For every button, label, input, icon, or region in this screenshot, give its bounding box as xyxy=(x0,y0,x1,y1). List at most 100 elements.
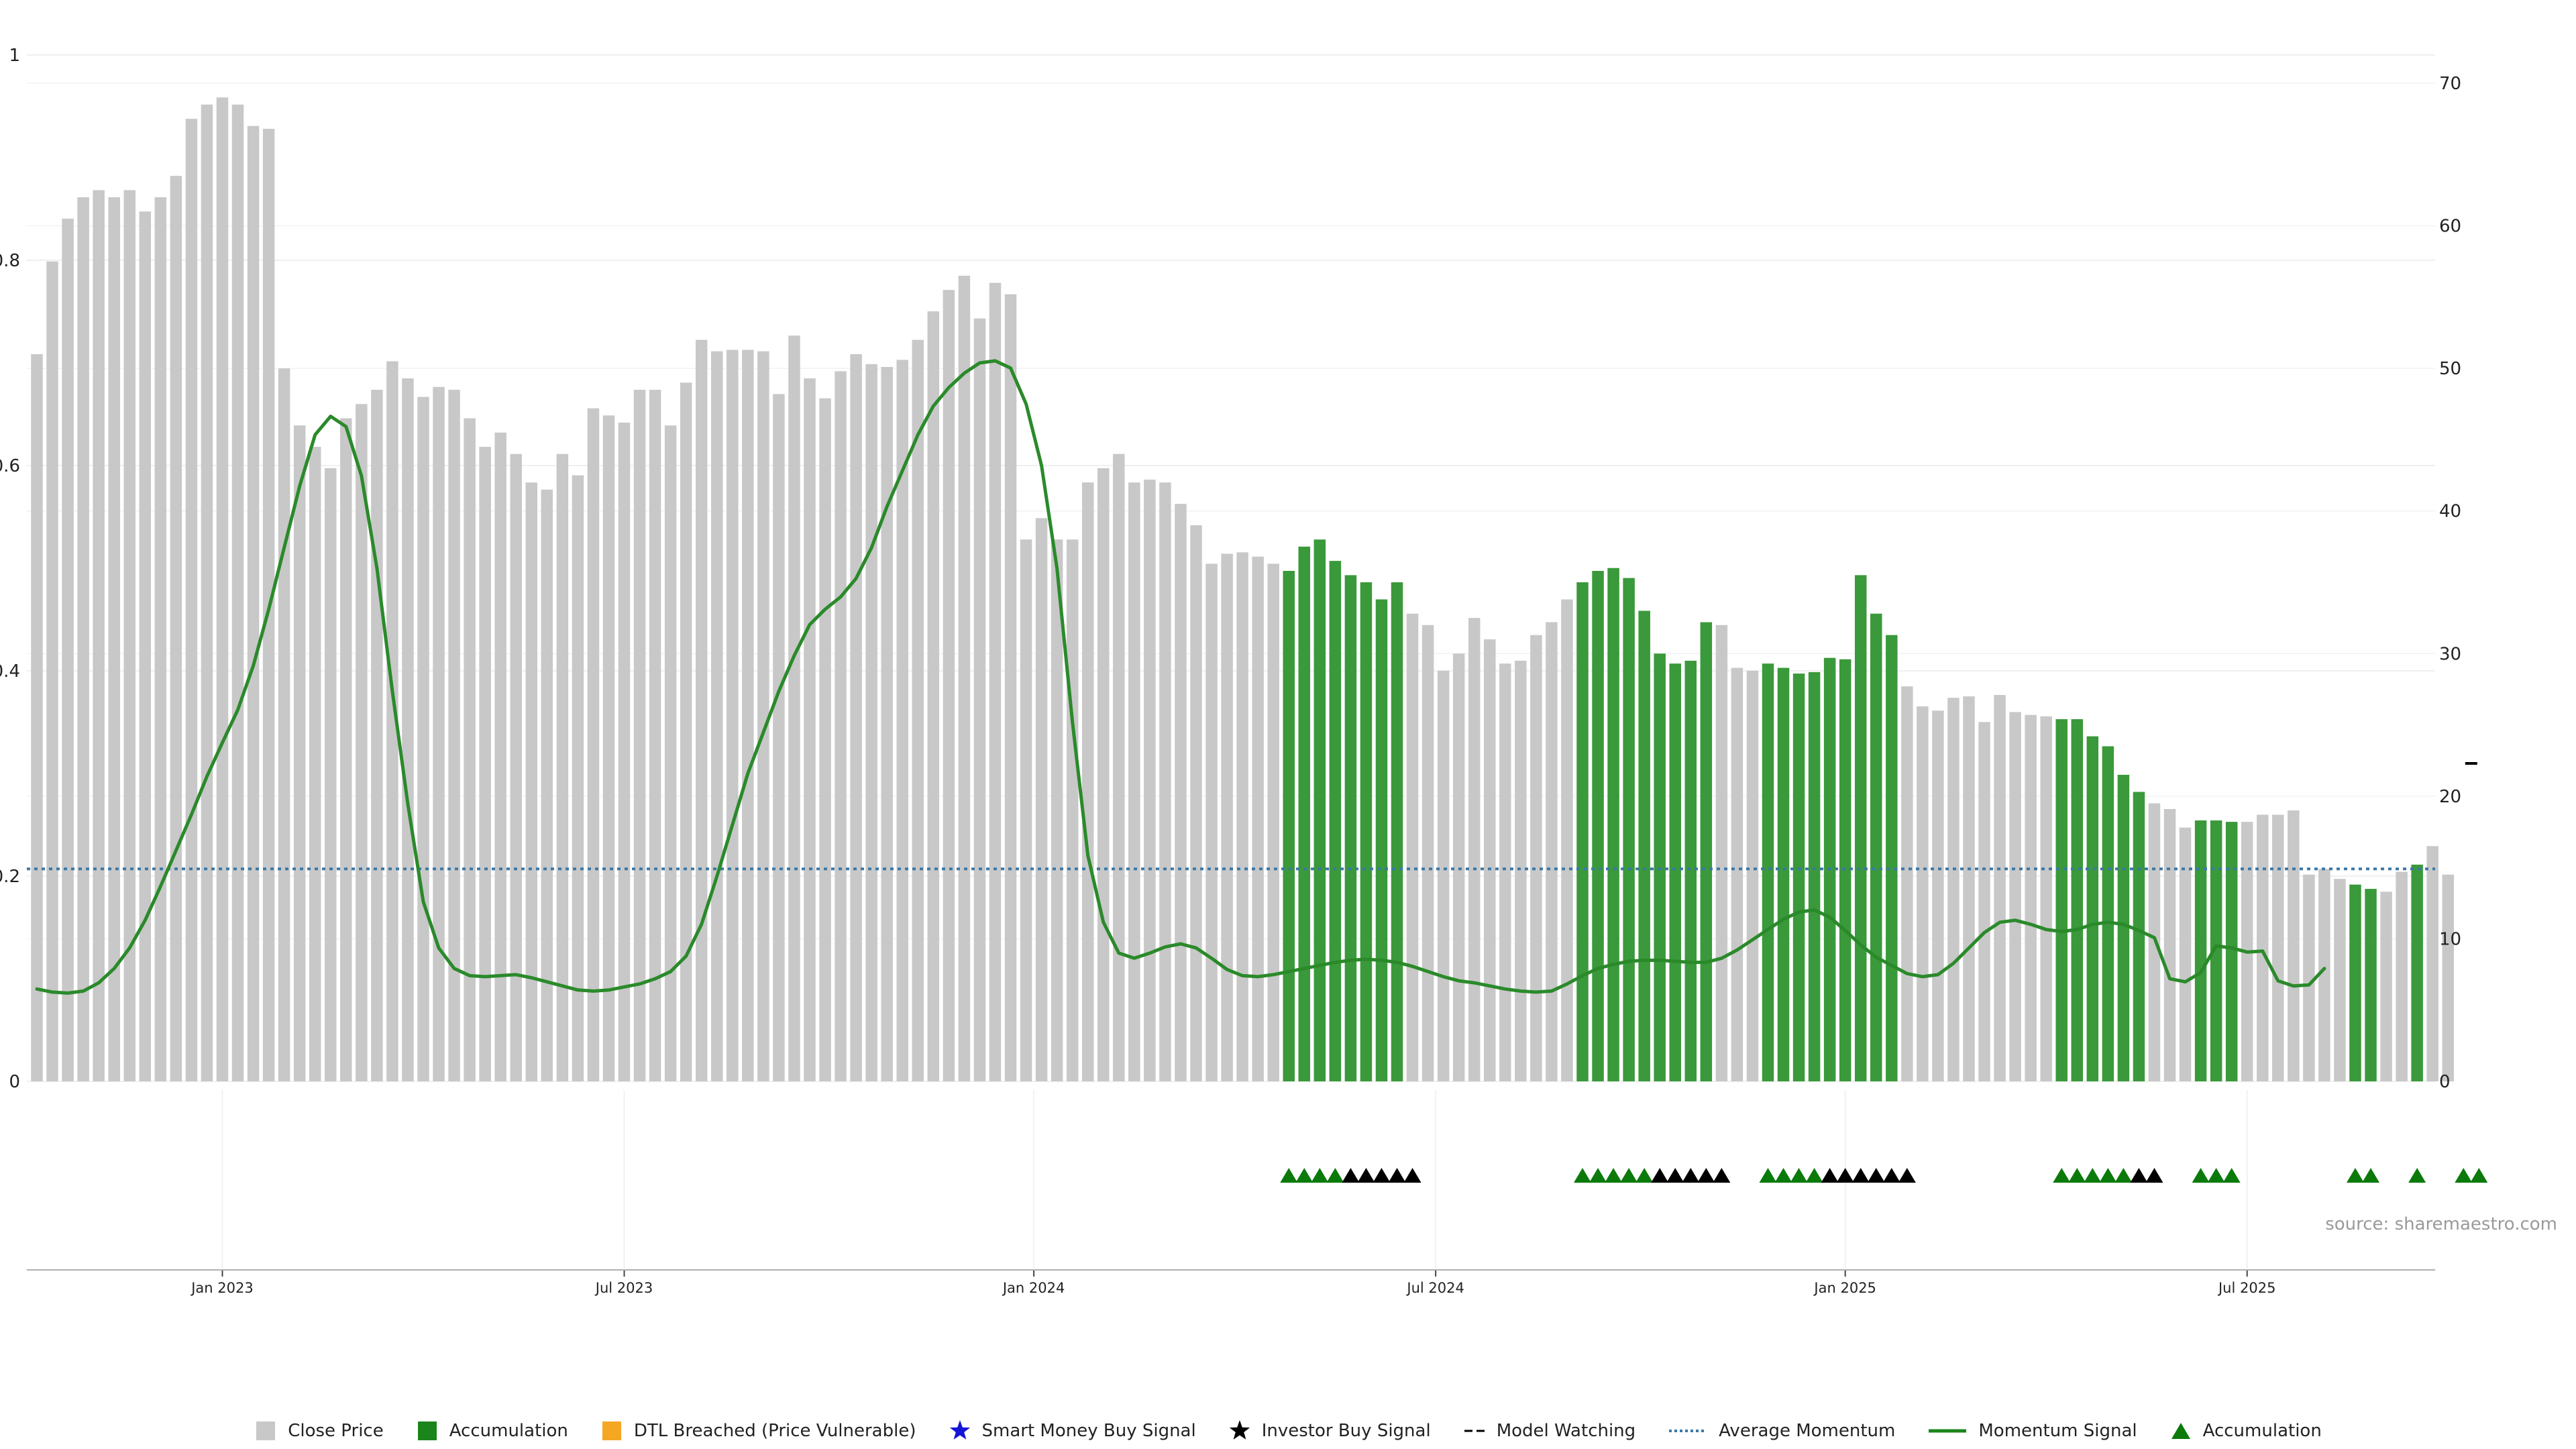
accumulation-triangle xyxy=(1589,1168,1607,1183)
close-price-bar xyxy=(448,390,460,1081)
accumulation-bar xyxy=(1576,582,1589,1081)
accumulation-bar xyxy=(2133,792,2145,1081)
close-price-bar xyxy=(556,453,569,1081)
accumulation-bar xyxy=(1283,570,1295,1081)
legend-star-shape xyxy=(949,1420,970,1440)
close-price-bar xyxy=(1144,479,1156,1081)
close-price-bar xyxy=(2288,810,2300,1081)
accumulation-triangle xyxy=(2068,1168,2086,1183)
legend-item: Smart Money Buy Signal xyxy=(949,1419,1196,1442)
close-price-bar xyxy=(927,311,940,1082)
y-right-tick-label: 40 xyxy=(2439,502,2461,522)
close-price-bar xyxy=(2257,814,2269,1081)
close-price-bar xyxy=(757,351,769,1081)
close-price-bar xyxy=(742,350,754,1081)
close-price-bar xyxy=(309,447,321,1081)
close-price-bar xyxy=(943,290,955,1082)
accumulation-bar xyxy=(2102,746,2114,1081)
close-price-bar xyxy=(1236,552,1248,1081)
close-price-bar xyxy=(278,368,290,1082)
accumulation-triangle xyxy=(2347,1168,2364,1183)
accumulation-bar xyxy=(1870,613,1882,1081)
x-tick-label: Jul 2025 xyxy=(2217,1280,2275,1296)
accumulation-bar xyxy=(1700,622,1713,1081)
close-price-bar xyxy=(2380,892,2392,1081)
close-price-bar xyxy=(1468,618,1481,1081)
close-price-bar xyxy=(1081,482,1094,1081)
close-price-bar xyxy=(1515,660,1527,1081)
close-price-bar xyxy=(1546,622,1558,1081)
close-price-bar xyxy=(525,482,538,1081)
legend-square-icon xyxy=(256,1421,276,1440)
accumulation-bar xyxy=(1592,570,1604,1081)
legend-label: Investor Buy Signal xyxy=(1261,1421,1431,1441)
accumulation-triangle xyxy=(1295,1168,1313,1183)
close-price-bar xyxy=(123,190,136,1081)
legend: Close Price Accumulation DTL Breached (Pri… xyxy=(0,1414,2576,1448)
accumulation-bar xyxy=(2210,820,2222,1081)
x-tick-label: Jan 2024 xyxy=(1002,1280,1065,1296)
accumulation-triangle xyxy=(1280,1168,1298,1183)
accumulation-triangle xyxy=(2084,1168,2102,1183)
investor-buy-triangle xyxy=(1357,1168,1375,1183)
close-price-bar xyxy=(247,125,260,1081)
close-price-bar xyxy=(695,339,708,1082)
momentum-signal-line xyxy=(35,359,2326,995)
accumulation-bar xyxy=(2117,774,2130,1081)
investor-buy-triangle xyxy=(1867,1168,1885,1183)
close-price-bar xyxy=(1746,670,1759,1081)
accumulation-bar xyxy=(1344,575,1357,1081)
accumulation-triangle xyxy=(2470,1168,2488,1183)
close-price-bar xyxy=(1715,625,1728,1081)
close-price-bar xyxy=(201,104,213,1081)
source-label: source: sharemaestro.com xyxy=(2325,1214,2557,1234)
legend-item: Close Price xyxy=(254,1419,384,1442)
legend-item: Accumulation xyxy=(416,1419,568,1442)
close-price-bar xyxy=(1530,635,1542,1081)
close-price-bar xyxy=(1190,525,1202,1081)
markers-layer xyxy=(1280,761,2488,1183)
close-price-bar xyxy=(1051,539,1063,1081)
accumulation-bar xyxy=(1762,663,1774,1081)
investor-buy-triangle xyxy=(2130,1168,2148,1183)
close-price-bar xyxy=(788,335,800,1081)
accumulation-bar xyxy=(2349,884,2361,1081)
close-price-bar xyxy=(170,176,182,1082)
accumulation-triangle xyxy=(2362,1168,2380,1183)
close-price-bar xyxy=(340,418,352,1081)
accumulation-bar xyxy=(1329,561,1342,1081)
investor-buy-triangle xyxy=(1403,1168,1421,1183)
accumulation-bar xyxy=(1298,546,1311,1081)
close-price-bar xyxy=(1994,694,2006,1081)
accumulation-triangle xyxy=(1605,1168,1623,1183)
close-price-bar xyxy=(773,394,785,1081)
legend-item: DTL Breached (Price Vulnerable) xyxy=(600,1419,916,1442)
close-price-bar xyxy=(1561,599,1573,1081)
accumulation-bar xyxy=(2071,719,2084,1081)
y-right-tick-label: 20 xyxy=(2439,787,2461,807)
legend-item: Momentum Signal xyxy=(1927,1419,2137,1442)
legend-triangle-icon xyxy=(2171,1423,2190,1439)
y-right-tick-label: 70 xyxy=(2439,74,2461,94)
accumulation-bar xyxy=(1854,575,1867,1081)
y-right-tick-label: 50 xyxy=(2439,359,2461,379)
close-price-bar xyxy=(77,197,89,1081)
close-price-bar xyxy=(216,97,229,1082)
close-price-bar xyxy=(664,425,677,1081)
close-price-bar xyxy=(1175,504,1187,1081)
close-price-bar xyxy=(2163,808,2176,1081)
investor-buy-triangle xyxy=(2145,1168,2163,1183)
accumulation-bar xyxy=(1313,539,1326,1081)
x-tick-label: Jan 2023 xyxy=(190,1280,254,1296)
close-price-bar xyxy=(1901,686,1913,1081)
close-price-bar xyxy=(1452,653,1465,1081)
investor-buy-triangle xyxy=(1388,1168,1406,1183)
accumulation-bar xyxy=(1792,674,1805,1081)
close-price-bar xyxy=(680,382,692,1081)
close-price-bar xyxy=(2334,879,2346,1081)
accumulation-triangle xyxy=(2455,1168,2473,1183)
accumulation-triangle xyxy=(1635,1168,1654,1183)
close-price-bar xyxy=(1484,639,1496,1081)
investor-buy-triangle xyxy=(1851,1168,1870,1183)
